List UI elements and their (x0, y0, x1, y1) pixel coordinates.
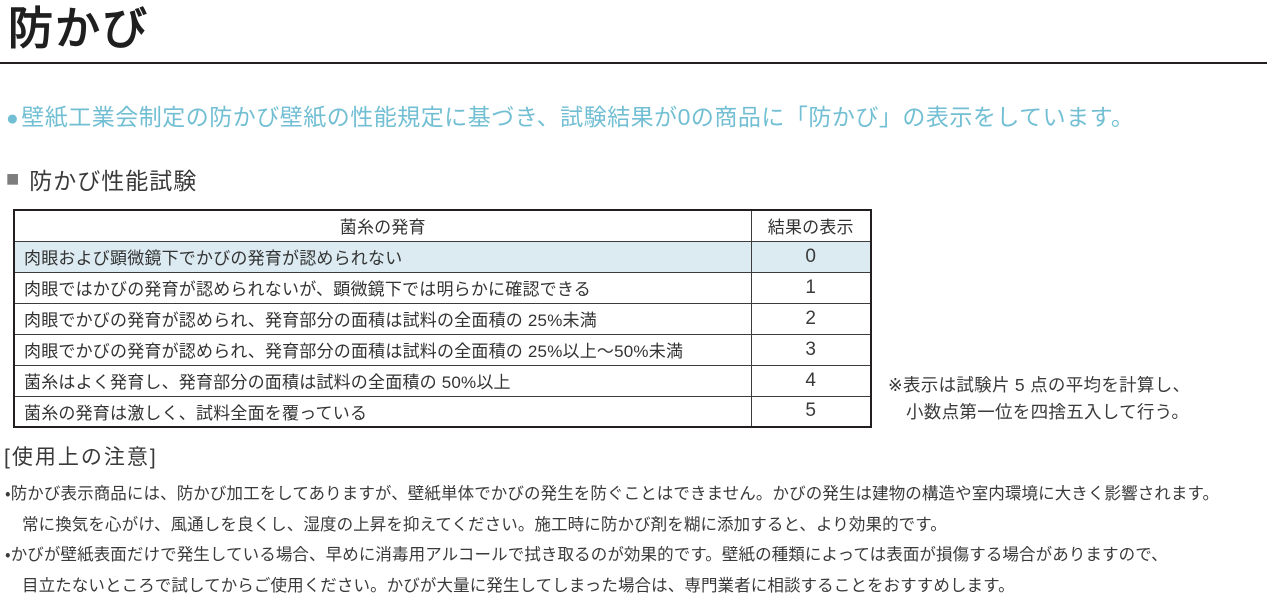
title-divider (0, 62, 1267, 64)
usage-note-line: ・防かび表示商品には、防かび加工をしてありますが、壁紙単体でかびの発生を防ぐこと… (5, 485, 1220, 503)
dot-bullet-icon: ● (6, 107, 20, 130)
performance-test-table: 菌糸の発育 結果の表示 肉眼および顕微鏡下でかびの発育が認められない 0 肉眼で… (13, 209, 872, 428)
table-area: 菌糸の発育 結果の表示 肉眼および顕微鏡下でかびの発育が認められない 0 肉眼で… (13, 209, 1267, 428)
growth-description: 肉眼でかびの発育が認められ、発育部分の面積は試料の全面積の 25%以上～50%未… (13, 333, 752, 366)
growth-description: 菌糸はよく発育し、発育部分の面積は試料の全面積の 50%以上 (13, 364, 752, 397)
usage-notes-body: ・防かび表示商品には、防かび加工をしてありますが、壁紙単体でかびの発生を防ぐこと… (5, 479, 1267, 601)
table-row: 肉眼でかびの発育が認められ、発育部分の面積は試料の全面積の 25%以上～50%未… (13, 333, 872, 366)
averaging-footnote: ※表示は試験片 5 点の平均を計算し、 小数点第一位を四捨五入して行う。 (888, 372, 1190, 426)
table-row: 肉眼でかびの発育が認められ、発育部分の面積は試料の全面積の 25%未満 2 (13, 302, 872, 335)
result-value: 3 (750, 333, 872, 366)
table-row: 肉眼および顕微鏡下でかびの発育が認められない 0 (13, 240, 872, 273)
growth-description: 菌糸の発育は激しく、試料全面を覆っている (13, 395, 752, 428)
table-row: 肉眼ではかびの発育が認められないが、顕微鏡下では明らかに確認できる 1 (13, 271, 872, 304)
growth-description: 肉眼および顕微鏡下でかびの発育が認められない (13, 240, 752, 273)
page-title: 防かび (8, 3, 150, 54)
column-header-growth: 菌糸の発育 (13, 209, 752, 242)
intro-text: 壁紙工業会制定の防かび壁紙の性能規定に基づき、試験結果が0の商品に「防かび」の表… (21, 104, 1135, 130)
square-marker-icon: ■ (6, 166, 21, 191)
usage-note-line: 常に換気を心がけ、風通しを良くし、湿度の上昇を抑えてください。施工時に防かび剤を… (22, 515, 947, 534)
footnote-line: 小数点第一位を四捨五入して行う。 (906, 402, 1190, 422)
column-header-result: 結果の表示 (750, 209, 872, 242)
table-header-row: 菌糸の発育 結果の表示 (13, 209, 872, 242)
growth-description: 肉眼でかびの発育が認められ、発育部分の面積は試料の全面積の 25%未満 (13, 302, 752, 335)
result-value: 4 (750, 364, 872, 397)
table-row: 菌糸の発育は激しく、試料全面を覆っている 5 (13, 395, 872, 428)
result-value: 1 (750, 271, 872, 304)
section-title: 防かび性能試験 (29, 168, 198, 194)
usage-notes-heading: [使用上の注意] (4, 446, 158, 469)
result-value: 5 (750, 395, 872, 428)
result-value: 0 (750, 240, 872, 273)
usage-note-line: 目立たないところで試してからご使用ください。かびが大量に発生してしまった場合は、… (22, 576, 1015, 595)
intro-statement: ●壁紙工業会制定の防かび壁紙の性能規定に基づき、試験結果が0の商品に「防かび」の… (6, 98, 1267, 132)
table-row: 菌糸はよく発育し、発育部分の面積は試料の全面積の 50%以上 4 (13, 364, 872, 397)
usage-note-line: ・かびが壁紙表面だけで発生している場合、早めに消毒用アルコールで拭き取るのが効果… (5, 546, 1168, 564)
growth-description: 肉眼ではかびの発育が認められないが、顕微鏡下では明らかに確認できる (13, 271, 752, 304)
result-value: 2 (750, 302, 872, 335)
section-heading: ■ 防かび性能試験 (6, 162, 1267, 196)
footnote-line: ※表示は試験片 5 点の平均を計算し、 (888, 375, 1191, 395)
